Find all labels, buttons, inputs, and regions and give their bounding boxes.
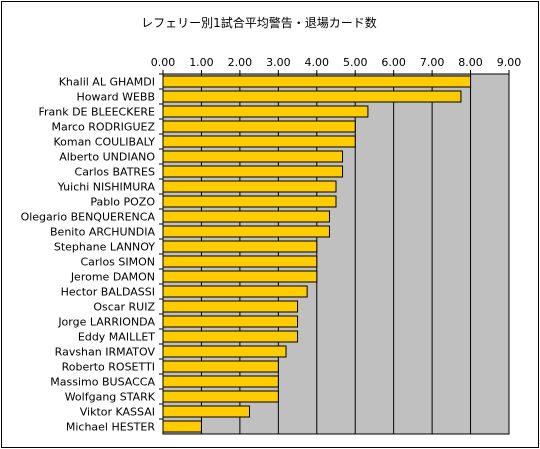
x-tick-label: 1.00: [189, 56, 214, 69]
bar: [162, 195, 337, 208]
bar: [162, 390, 279, 403]
x-tick-label: 9.00: [497, 56, 522, 69]
plot-area: [162, 73, 510, 435]
category-label: Howard WEBB: [77, 91, 155, 104]
x-tick-label: 0.00: [151, 56, 176, 69]
category-label: Carlos SIMON: [80, 256, 155, 269]
category-label: Stephane LANNOY: [54, 241, 155, 254]
category-label: Hector BALDASSI: [61, 286, 155, 299]
bar: [162, 270, 318, 283]
bar: [162, 75, 472, 88]
bar: [162, 285, 308, 298]
category-label: Pablo POZO: [90, 196, 155, 209]
bar: [162, 135, 356, 148]
x-tick-label: 3.00: [266, 56, 291, 69]
category-label: Wolfgang STARK: [65, 391, 156, 404]
bar: [162, 90, 462, 103]
category-label: Jorge LARRIONDA: [57, 316, 155, 329]
bar: [162, 255, 318, 268]
x-tick-label: 6.00: [381, 56, 406, 69]
bar: [162, 405, 250, 418]
bar: [162, 375, 279, 388]
category-label: Oscar RUIZ: [93, 301, 155, 314]
bar: [162, 225, 330, 238]
category-label: Marco RODRIGUEZ: [51, 121, 155, 134]
bar: [162, 180, 337, 193]
bar: [162, 120, 356, 133]
x-tick-label: 2.00: [228, 56, 253, 69]
bar: [162, 315, 299, 328]
category-label: Jerome DAMON: [70, 271, 155, 284]
category-label: Eddy MAILLET: [78, 331, 155, 344]
bar: [162, 105, 369, 118]
category-label: Frank DE BLEECKERE: [38, 106, 155, 119]
category-labels: Khalil AL GHAMDI Howard WEBB Frank DE BLEE…: [21, 73, 163, 434]
bar: [162, 330, 299, 343]
category-label: Ravshan IRMATOV: [55, 346, 156, 359]
bar: [162, 360, 279, 373]
bar: [162, 165, 344, 178]
x-tick-label: 4.00: [305, 56, 330, 69]
x-tick-label: 8.00: [458, 56, 483, 69]
category-label: Carlos BATRES: [75, 166, 155, 179]
category-label: Koman COULIBALY: [53, 136, 155, 149]
category-label: Khalil AL GHAMDI: [59, 76, 155, 89]
x-tick-label: 5.00: [343, 56, 368, 69]
bar: [162, 420, 202, 433]
x-axis-tick-labels: 0.00 1.00 2.00 3.00 4.00 5.00 6.00 7.00 8.00 9.00: [151, 56, 522, 74]
bar: [162, 210, 330, 223]
category-label: Viktor KASSAI: [80, 406, 155, 419]
bar: [162, 300, 299, 313]
bar: [162, 150, 344, 163]
gridlines: [200, 74, 472, 434]
category-label: Alberto UNDIANO: [59, 151, 155, 164]
category-label: Benito ARCHUNDIA: [50, 226, 155, 239]
x-tick-label: 7.00: [420, 56, 445, 69]
bar: [162, 345, 287, 358]
category-label: Massimo BUSACCA: [50, 376, 155, 389]
chart-title: レフェリー別1試合平均警告・退場カード数: [141, 15, 377, 30]
category-label: Roberto ROSETTI: [62, 361, 155, 374]
category-label: Olegario BENQUERENCA: [21, 211, 156, 224]
bars: [162, 75, 472, 433]
category-label: Yuichi NISHIMURA: [57, 181, 156, 194]
category-label: Michael HESTER: [66, 421, 156, 434]
bar: [162, 240, 318, 253]
